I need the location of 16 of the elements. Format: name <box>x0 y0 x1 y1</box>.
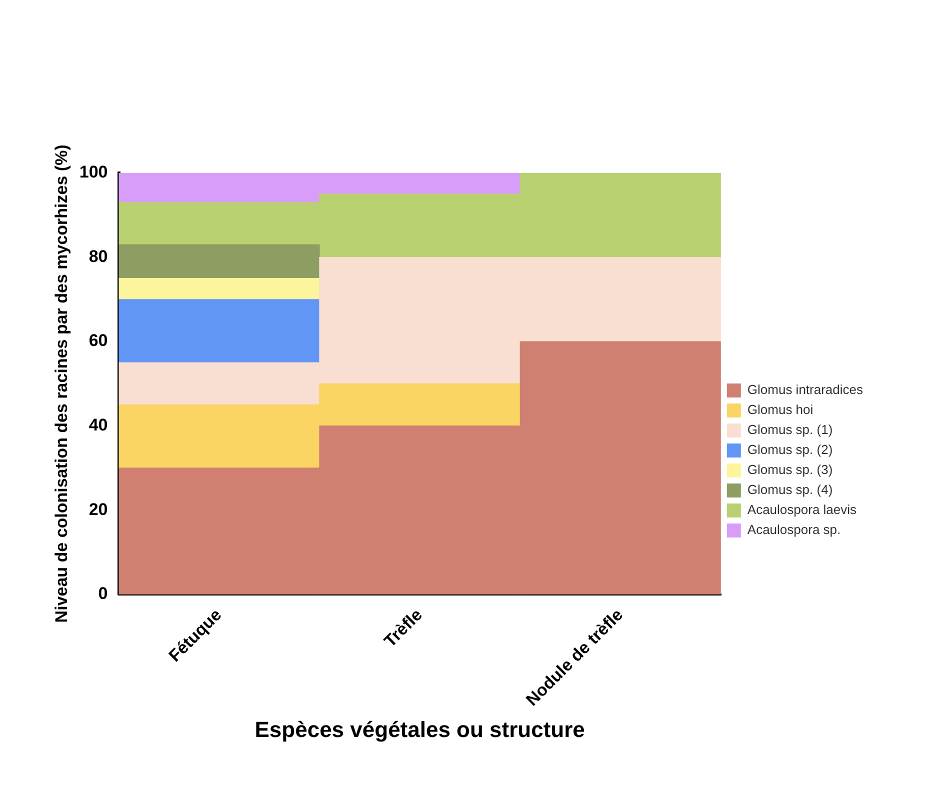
legend-label: Glomus hoi <box>747 402 814 418</box>
legend-label: Glomus intraradices <box>747 382 864 398</box>
legend-label: Acaulospora sp. <box>747 522 841 538</box>
legend-label: Glomus sp. (4) <box>747 482 833 498</box>
y-tick-label: 80 <box>88 246 108 266</box>
y-axis-title: Niveau de colonisation des racines par des mycorhizes (%) <box>52 144 71 623</box>
y-tick-label: 40 <box>88 415 108 434</box>
legend-label: Acaulospora laevis <box>747 502 858 518</box>
y-tick-label: 100 <box>79 162 108 182</box>
legend-label: Glomus sp. (1) <box>747 422 833 438</box>
x-axis-title: Espèces végétales ou structure <box>254 716 585 742</box>
y-tick-label: 20 <box>88 500 108 519</box>
legend-label: Glomus sp. (3) <box>747 462 833 478</box>
legend-label: Glomus sp. (2) <box>747 442 833 458</box>
y-tick-label: 0 <box>98 584 108 604</box>
y-tick-label: 60 <box>88 331 108 350</box>
